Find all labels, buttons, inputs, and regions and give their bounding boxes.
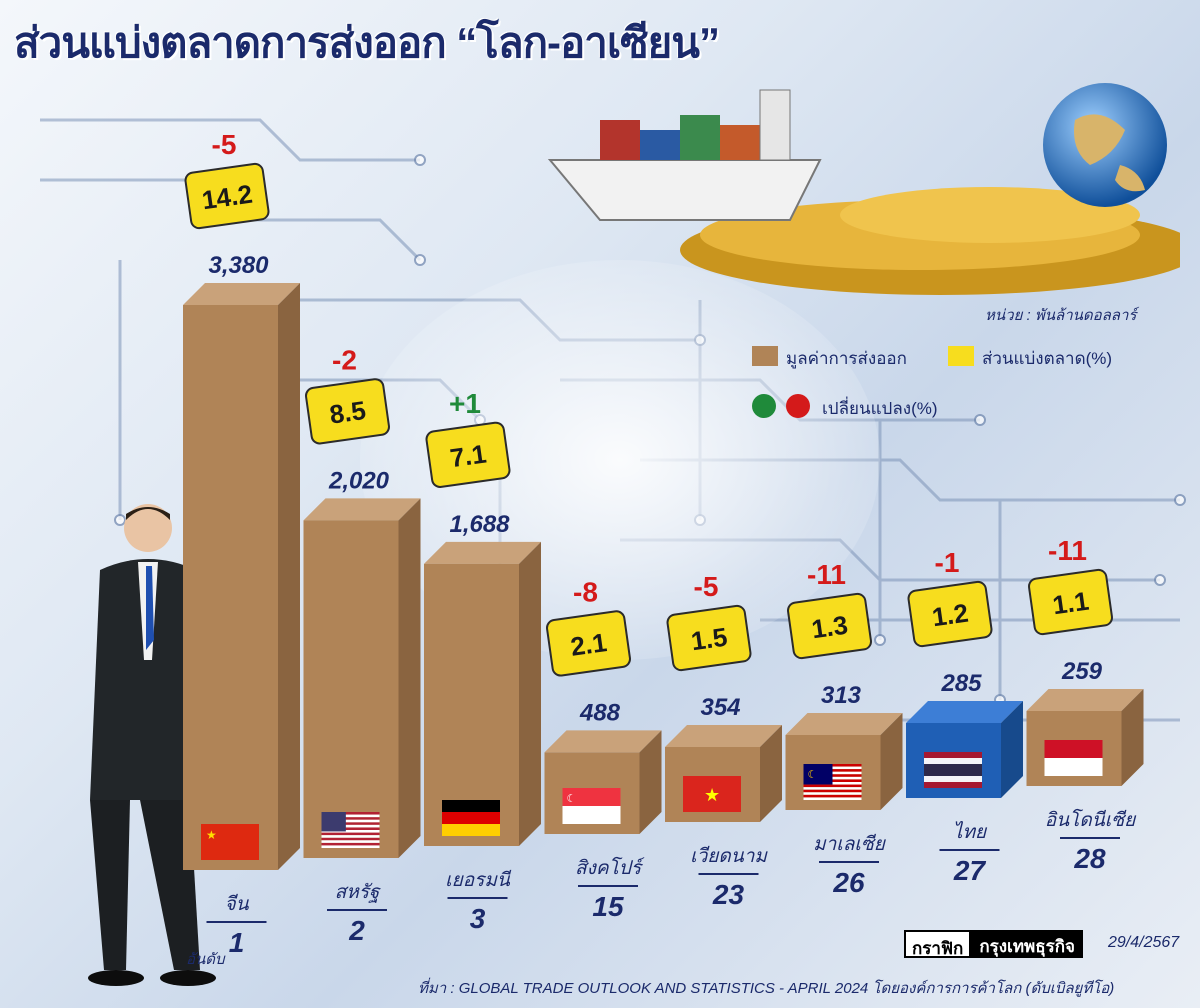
- bar-top-5: [785, 713, 903, 735]
- germany-flag: [442, 800, 500, 836]
- country-label-6: ไทย: [953, 820, 988, 843]
- value-label-2: 1,688: [449, 511, 510, 538]
- rank-label-6: 27: [953, 855, 987, 886]
- legend-swatch-export-value: [752, 346, 778, 366]
- change-label-3: -8: [573, 576, 598, 607]
- cargo-ship-icon: [547, 89, 822, 221]
- bar-0: [183, 305, 278, 870]
- share-label-1: 8.5: [328, 395, 368, 430]
- bar-side-5: [880, 713, 903, 810]
- publisher-logo-left: กราฟิก: [904, 930, 972, 958]
- change-label-2: +1: [449, 388, 481, 419]
- svg-text:☾: ☾: [567, 793, 577, 805]
- change-label-0: -5: [212, 129, 237, 160]
- value-label-3: 488: [579, 699, 621, 726]
- share-box-7: [1028, 568, 1113, 636]
- svg-text:★: ★: [704, 785, 720, 805]
- change-label-6: -1: [935, 547, 960, 578]
- legend-dot-positive: [752, 394, 776, 418]
- share-box-3: [546, 610, 631, 677]
- unit-label: หน่วย : พันล้านดอลลาร์: [985, 307, 1137, 324]
- country-label-2: เยอรมนี: [445, 869, 512, 891]
- date-label: 29/4/2567: [1108, 934, 1180, 951]
- gold-coins-pile: [680, 187, 1180, 295]
- bar-side-7: [1121, 689, 1144, 786]
- share-box-5: [787, 592, 872, 660]
- share-box-6: [907, 580, 993, 648]
- rank-label-5: 26: [832, 867, 865, 898]
- ship-and-coins-illustration: [547, 83, 1180, 295]
- globe-icon: [1043, 83, 1167, 207]
- legend-dot-negative: [786, 394, 810, 418]
- share-label-3: 2.1: [569, 627, 609, 662]
- bar-2: [424, 563, 519, 846]
- source-label: ที่มา : GLOBAL TRADE OUTLOOK AND STATIST…: [418, 980, 1115, 997]
- value-label-4: 354: [700, 694, 740, 721]
- share-label-7: 1.1: [1051, 586, 1091, 621]
- usa-flag: [321, 812, 380, 848]
- share-box-4: [666, 604, 752, 672]
- value-label-6: 285: [940, 670, 982, 697]
- legend-label-export-value: มูลค่าการส่งออก: [786, 349, 907, 368]
- change-label-5: -11: [807, 559, 846, 590]
- china-flag: ★: [201, 824, 259, 860]
- bar-top-2: [424, 541, 541, 564]
- thailand-flag: [924, 752, 982, 788]
- malaysia-flag: ☾: [803, 764, 862, 800]
- share-label-5: 1.3: [810, 610, 850, 645]
- share-box-1: [305, 378, 390, 445]
- change-label-7: -11: [1048, 535, 1087, 566]
- legend-label-market-share: ส่วนแบ่งตลาด(%): [982, 349, 1113, 368]
- svg-text:★: ★: [206, 828, 217, 842]
- change-label-1: -2: [332, 344, 357, 375]
- singapore-flag: ☾: [562, 788, 621, 824]
- change-label-4: -5: [694, 571, 719, 602]
- rank-label-7: 28: [1073, 843, 1106, 874]
- bar-side-2: [519, 541, 541, 846]
- publisher-logo-right: กรุงเทพธุรกิจ: [971, 930, 1084, 958]
- bar-top-4: [665, 725, 782, 747]
- share-label-0: 14.2: [200, 179, 254, 216]
- country-label-0: จีน: [224, 893, 249, 915]
- bar-1: [303, 520, 399, 858]
- bar-side-4: [760, 725, 782, 822]
- rank-caption: อันดับ: [186, 951, 226, 968]
- svg-text:☾: ☾: [808, 769, 818, 781]
- bar-top-6: [906, 701, 1023, 723]
- publisher-logo: กราฟิก กรุงเทพธุรกิจ: [904, 930, 1084, 958]
- share-label-6: 1.2: [930, 598, 970, 633]
- share-label-2: 7.1: [448, 438, 488, 473]
- legend-swatch-market-share: [948, 346, 974, 366]
- value-label-7: 259: [1061, 658, 1103, 685]
- country-label-4: เวียดนาม: [690, 845, 768, 867]
- country-label-3: สิงคโปร์: [575, 856, 645, 879]
- legend-label-change: เปลี่ยนแปลง(%): [822, 399, 938, 418]
- bar-side-1: [398, 498, 421, 858]
- rank-label-4: 23: [712, 879, 745, 910]
- indonesia-flag: [1044, 740, 1103, 776]
- chart-title: ส่วนแบ่งตลาดการส่งออก “โลก-อาเซียน”: [14, 19, 720, 66]
- value-label-0: 3,380: [208, 252, 269, 279]
- bar-top-7: [1026, 689, 1144, 711]
- bar-top-1: [303, 498, 421, 521]
- bar-side-6: [1001, 701, 1023, 798]
- country-label-5: มาเลเซีย: [813, 833, 887, 855]
- country-label-1: สหรัฐ: [335, 882, 381, 903]
- share-label-4: 1.5: [689, 622, 729, 657]
- value-label-1: 2,020: [328, 467, 390, 494]
- rank-label-3: 15: [592, 891, 624, 922]
- share-box-0: [184, 162, 270, 230]
- rank-label-2: 3: [470, 903, 486, 934]
- vietnam-flag: ★: [683, 776, 741, 812]
- rank-label-1: 2: [348, 915, 365, 946]
- bar-top-3: [544, 730, 662, 753]
- value-label-5: 313: [821, 682, 862, 709]
- bar-side-3: [639, 730, 662, 834]
- bar-side-0: [278, 283, 300, 870]
- rank-label-0: 1: [229, 927, 245, 958]
- country-label-7: อินโดนีเซีย: [1045, 808, 1137, 831]
- share-box-2: [425, 421, 511, 488]
- bar-top-0: [183, 283, 300, 305]
